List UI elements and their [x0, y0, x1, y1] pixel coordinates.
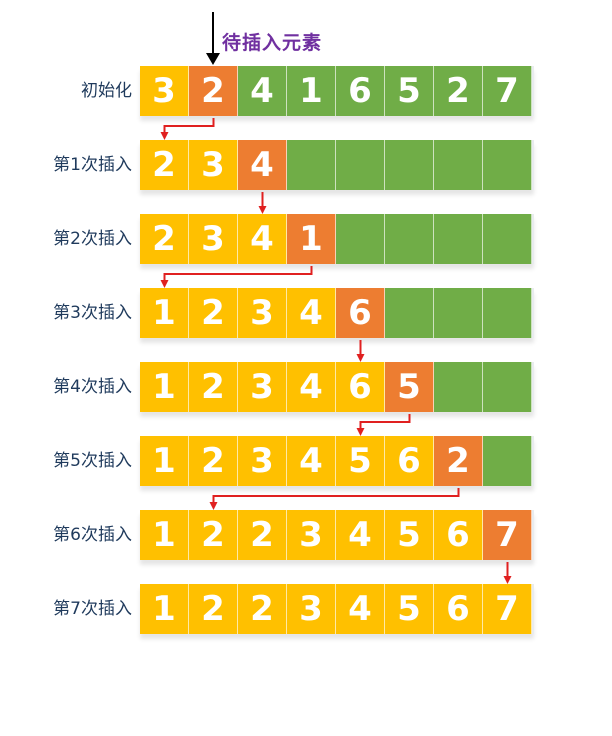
row-label: 第5次插入: [53, 451, 132, 471]
array-cell: 7: [483, 66, 532, 116]
array-cell: 7: [483, 584, 532, 634]
array-cell: 5: [385, 584, 434, 634]
array-cell: 1: [140, 584, 189, 634]
array-cell: 1: [140, 362, 189, 412]
array-cell: 3: [189, 214, 238, 264]
array-cell: 1: [140, 510, 189, 560]
array-cell: [434, 362, 483, 412]
array-cell: [336, 140, 385, 190]
array-cell: 2: [189, 510, 238, 560]
array-cell: [483, 140, 532, 190]
array-cell: 4: [287, 288, 336, 338]
array-cell: 4: [336, 510, 385, 560]
array-cell: 6: [434, 510, 483, 560]
array-cell: 1: [287, 66, 336, 116]
array-cell: 2: [140, 214, 189, 264]
array-cell: 2: [238, 510, 287, 560]
array-cell: [483, 288, 532, 338]
array-cell: 3: [287, 510, 336, 560]
array-cell: 5: [385, 362, 434, 412]
array-cell: 5: [336, 436, 385, 486]
array-cell: 3: [189, 140, 238, 190]
array-cell: 2: [189, 66, 238, 116]
array-cell: 4: [238, 214, 287, 264]
array-cell: 4: [238, 66, 287, 116]
array-cell: 2: [189, 288, 238, 338]
insertion-arrow: [160, 118, 215, 140]
array-cell: 4: [287, 362, 336, 412]
row-label: 第7次插入: [53, 599, 132, 619]
array-cell: [483, 362, 532, 412]
array-cell: 3: [287, 584, 336, 634]
array-cell: [434, 288, 483, 338]
array-cell: [434, 214, 483, 264]
array-cell: 2: [189, 362, 238, 412]
array-cell: 3: [140, 66, 189, 116]
array-cell: 2: [189, 584, 238, 634]
array-cell: 2: [140, 140, 189, 190]
row-label: 第1次插入: [53, 155, 132, 175]
array-cell: 1: [287, 214, 336, 264]
insertion-arrow: [209, 488, 460, 510]
row-label: 第6次插入: [53, 525, 132, 545]
array-cell: 2: [434, 66, 483, 116]
array-cell: 3: [238, 288, 287, 338]
array-cell: 3: [238, 362, 287, 412]
array-cell: 1: [140, 288, 189, 338]
array-cell: [434, 140, 483, 190]
insertion-arrow: [356, 414, 411, 436]
array-cell: 6: [336, 288, 385, 338]
array-cell: 7: [483, 510, 532, 560]
array-cell: 6: [336, 66, 385, 116]
array-cell: [483, 436, 532, 486]
row-label: 第2次插入: [53, 229, 132, 249]
row-label: 第4次插入: [53, 377, 132, 397]
array-cell: 6: [336, 362, 385, 412]
array-cell: 5: [385, 66, 434, 116]
array-cell: 5: [385, 510, 434, 560]
row-label: 第3次插入: [53, 303, 132, 323]
array-cell: [287, 140, 336, 190]
pointer-label: 待插入元素: [222, 32, 323, 54]
array-cell: 4: [238, 140, 287, 190]
array-cell: [336, 214, 385, 264]
array-cell: 6: [434, 584, 483, 634]
array-cell: [385, 288, 434, 338]
array-cell: 2: [189, 436, 238, 486]
array-cell: 3: [238, 436, 287, 486]
array-cell: 2: [434, 436, 483, 486]
array-cell: [385, 214, 434, 264]
array-cell: 4: [287, 436, 336, 486]
array-cell: 2: [238, 584, 287, 634]
array-cell: 4: [336, 584, 385, 634]
row-label: 初始化: [81, 81, 132, 101]
array-cell: [483, 214, 532, 264]
insertion-arrow: [160, 266, 313, 288]
array-cell: 1: [140, 436, 189, 486]
array-cell: [385, 140, 434, 190]
array-cell: 6: [385, 436, 434, 486]
